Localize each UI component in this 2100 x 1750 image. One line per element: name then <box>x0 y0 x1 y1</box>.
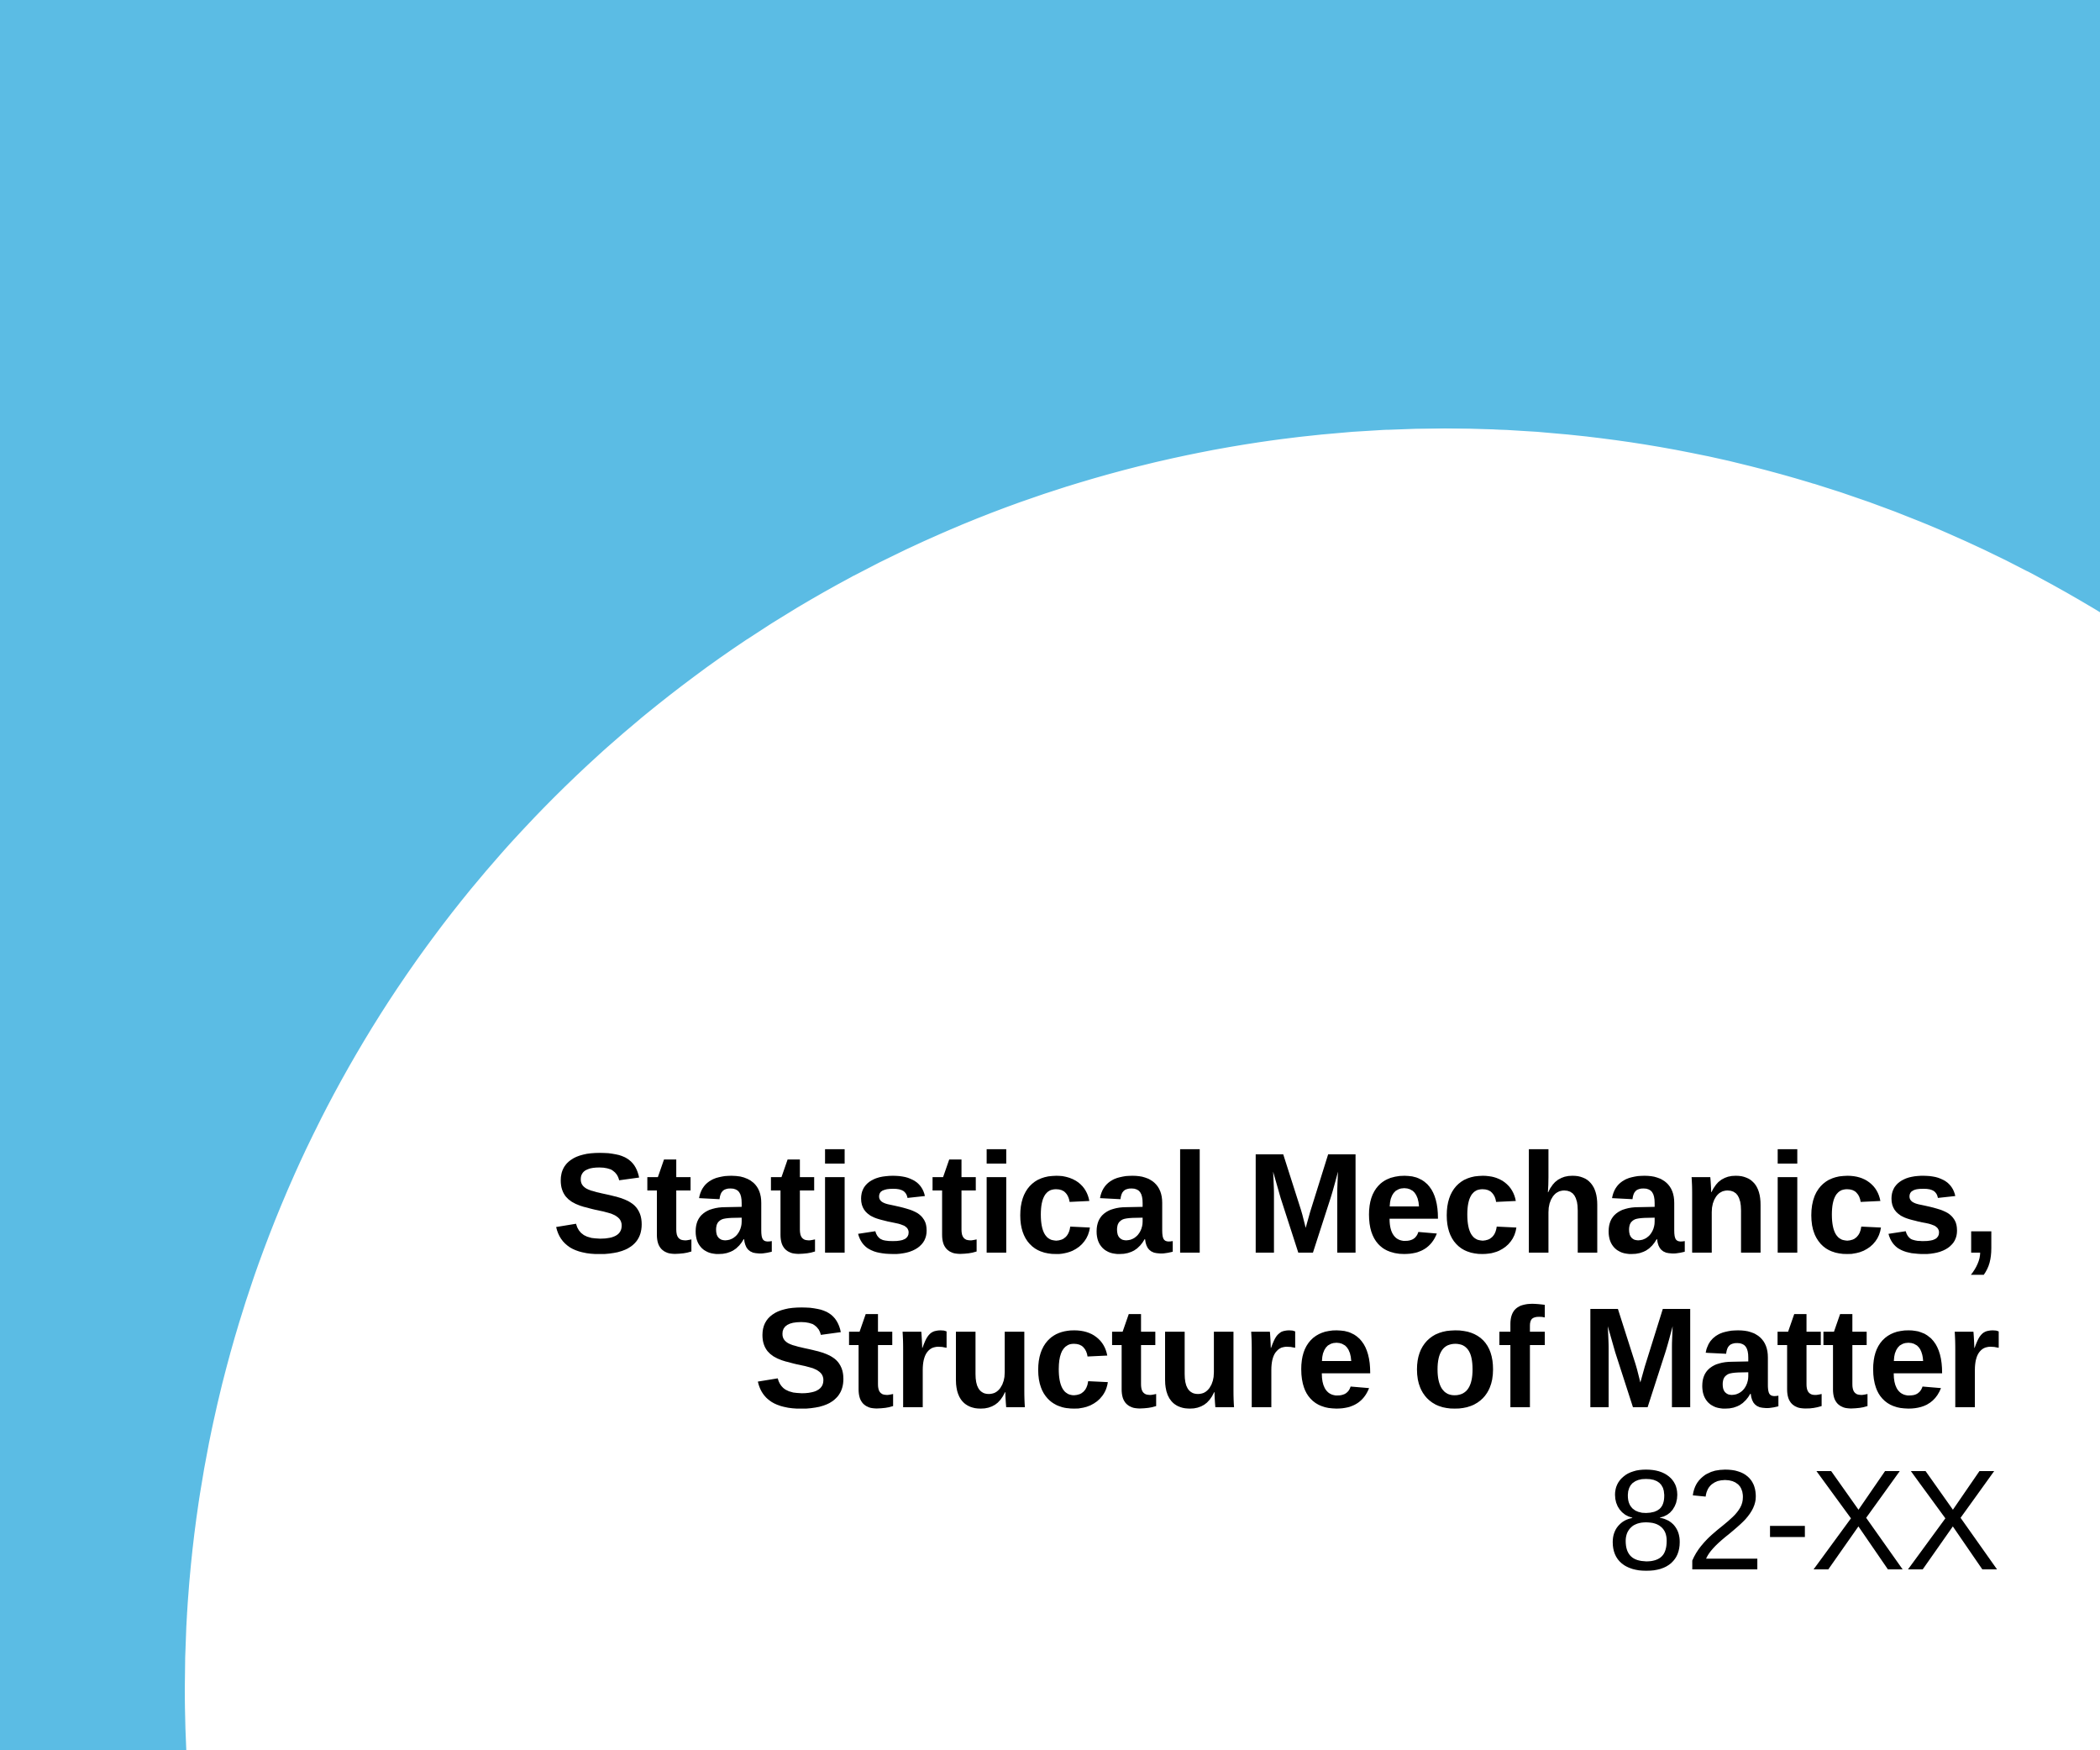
section-title-line-2: Structure of Matter <box>552 1282 1999 1437</box>
title-block: Statistical Mechanics, Structure of Matt… <box>552 1127 1999 1599</box>
section-title-line-1: Statistical Mechanics, <box>552 1127 1999 1282</box>
section-divider-card: Statistical Mechanics, Structure of Matt… <box>0 0 2100 1750</box>
classification-code: 82-XX <box>552 1444 1999 1599</box>
